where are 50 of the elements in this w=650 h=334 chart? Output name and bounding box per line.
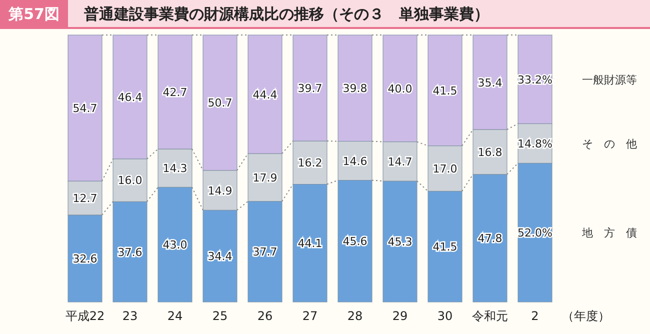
text: そ の 他 <box>582 137 637 150</box>
x-tick-label: 令和元 <box>472 309 508 323</box>
data-label: 43.0 <box>162 238 188 252</box>
data-label: 14.9 <box>208 184 232 198</box>
data-label: 52.0% <box>518 226 552 240</box>
x-tick-label: 28 <box>347 309 363 323</box>
x-tick-label: 26 <box>257 309 273 323</box>
data-label: 45.3 <box>388 236 412 249</box>
x-tick-label: 30 <box>437 309 453 323</box>
data-label: 14.3 <box>162 162 188 176</box>
data-label: 37.7 <box>252 246 278 259</box>
data-label: 45.6 <box>342 235 368 248</box>
data-label: 35.4 <box>478 76 502 90</box>
data-label: 54.7 <box>72 102 98 116</box>
data-label: 41.5 <box>432 240 458 254</box>
data-label: 34.4 <box>208 250 232 264</box>
x-tick-label: 23 <box>122 309 138 323</box>
text: 第57図 <box>8 5 60 23</box>
data-label: 17.0 <box>432 162 458 176</box>
data-label: 44.1 <box>298 237 322 250</box>
data-label: 40.0 <box>388 82 412 96</box>
data-label: 44.4 <box>252 88 278 102</box>
x-tick-label: 29 <box>392 309 408 323</box>
data-label: 16.2 <box>298 156 322 170</box>
chart-title: 普通建設事業費の財源構成比の推移（その３ 単独事業費） <box>83 5 489 23</box>
text: 地 方 債 <box>581 226 637 240</box>
data-label: 16.8 <box>478 146 502 159</box>
data-label: 37.6 <box>118 246 142 259</box>
data-label: 41.5 <box>432 84 458 98</box>
x-tick-label: 24 <box>167 309 183 323</box>
data-label: 14.8% <box>518 137 552 150</box>
data-label: 14.7 <box>388 155 412 168</box>
data-label: 46.4 <box>118 90 142 104</box>
data-label: 39.7 <box>298 82 322 95</box>
data-label: 12.7 <box>72 192 98 206</box>
data-label: 50.7 <box>208 96 232 110</box>
data-label: 33.2% <box>518 73 552 86</box>
x-axis-title: （年度） <box>562 309 610 323</box>
data-label: 32.6 <box>72 252 98 266</box>
data-label: 16.0 <box>118 174 142 188</box>
data-label: 47.8 <box>478 232 502 246</box>
data-label: 39.8 <box>342 82 368 96</box>
data-label: 17.9 <box>252 171 278 184</box>
x-tick-label: 27 <box>302 309 318 323</box>
x-tick-label: 2 <box>531 309 539 323</box>
data-label: 42.7 <box>162 86 188 100</box>
text: 一般財源等 <box>582 73 637 86</box>
x-tick-label: 25 <box>212 309 228 323</box>
data-label: 14.6 <box>342 154 368 168</box>
x-tick-label: 平成22 <box>65 309 105 323</box>
